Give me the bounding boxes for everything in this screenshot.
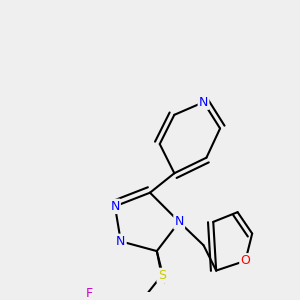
Text: N: N	[110, 200, 120, 213]
Text: N: N	[199, 96, 208, 109]
Text: S: S	[158, 269, 166, 282]
Text: O: O	[240, 254, 250, 267]
Text: N: N	[116, 235, 125, 248]
Text: N: N	[175, 215, 184, 228]
Text: F: F	[86, 287, 93, 300]
